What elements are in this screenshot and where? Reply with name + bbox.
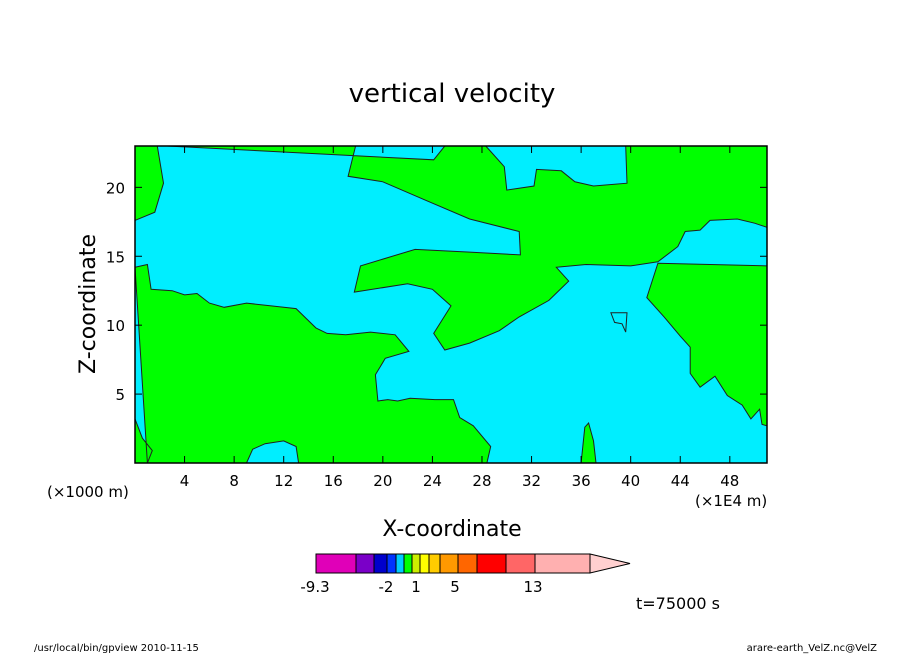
colorbar-label: -9.3	[300, 578, 329, 596]
x-tick-label: 44	[671, 472, 690, 490]
x-tick-label: 48	[720, 472, 739, 490]
colorbar-extension-arrow	[589, 553, 631, 574]
x-unit-right: (×1E4 m)	[695, 492, 767, 510]
colorbar-swatch	[403, 553, 413, 574]
x-tick-label: 24	[423, 472, 442, 490]
colorbar-swatch	[428, 553, 441, 574]
x-tick-label: 4	[180, 472, 190, 490]
x-tick-label: 36	[572, 472, 591, 490]
colorbar-swatch	[411, 553, 421, 574]
x-tick-label: 20	[373, 472, 392, 490]
colorbar-label: 1	[411, 578, 421, 596]
x-axis-label: X-coordinate	[382, 517, 521, 542]
colorbar-swatch	[355, 553, 375, 574]
y-tick-label: 10	[106, 317, 125, 335]
colorbar-labels: -9.3 -2 1 5 13	[300, 578, 542, 596]
y-tick-label: 15	[106, 248, 125, 266]
footer-left: /usr/local/bin/gpview 2010-11-15	[34, 643, 199, 654]
colorbar-swatch	[505, 553, 536, 574]
x-tick-label: 12	[274, 472, 293, 490]
contour-region-updraft-upper-band	[167, 145, 768, 351]
y-tick-label: 5	[115, 386, 125, 404]
x-tick-label: 32	[522, 472, 541, 490]
chart-title: vertical velocity	[349, 79, 556, 109]
colorbar-label: -2	[379, 578, 394, 596]
colorbar-swatch	[395, 553, 405, 574]
colorbar-swatch	[373, 553, 388, 574]
colorbar-swatch	[476, 553, 507, 574]
x-tick-label: 8	[229, 472, 239, 490]
colorbar-swatch	[419, 553, 430, 574]
x-unit-left: (×1000 m)	[47, 483, 129, 501]
x-tick-label: 28	[472, 472, 491, 490]
contour-regions	[134, 145, 768, 464]
colorbar-label: 13	[523, 578, 542, 596]
plot-area	[134, 145, 768, 464]
x-tick-label: 40	[621, 472, 640, 490]
contour-region-downdraft-strip	[610, 312, 628, 333]
plot-frame	[134, 145, 768, 464]
time-label: t=75000 s	[636, 594, 720, 613]
colorbar-label: 5	[450, 578, 460, 596]
colorbar-swatch	[315, 553, 357, 574]
y-axis-label: Z-coordinate	[76, 234, 101, 374]
x-tick-label: 16	[324, 472, 343, 490]
colorbar-swatch	[386, 553, 397, 574]
y-axis: 5 10 15 20	[106, 179, 767, 404]
y-tick-label: 20	[106, 179, 125, 197]
colorbar-swatch	[457, 553, 478, 574]
colorbar-swatch	[439, 553, 459, 574]
contour-region-updraft-right	[646, 262, 768, 427]
x-axis: 4 8 12 16 20 24 28 32 36 40 44 48	[180, 146, 739, 490]
colorbar-swatch	[534, 553, 591, 574]
footer-right: arare-earth_VelZ.nc@VelZ	[747, 643, 878, 654]
colorbar	[315, 553, 631, 574]
